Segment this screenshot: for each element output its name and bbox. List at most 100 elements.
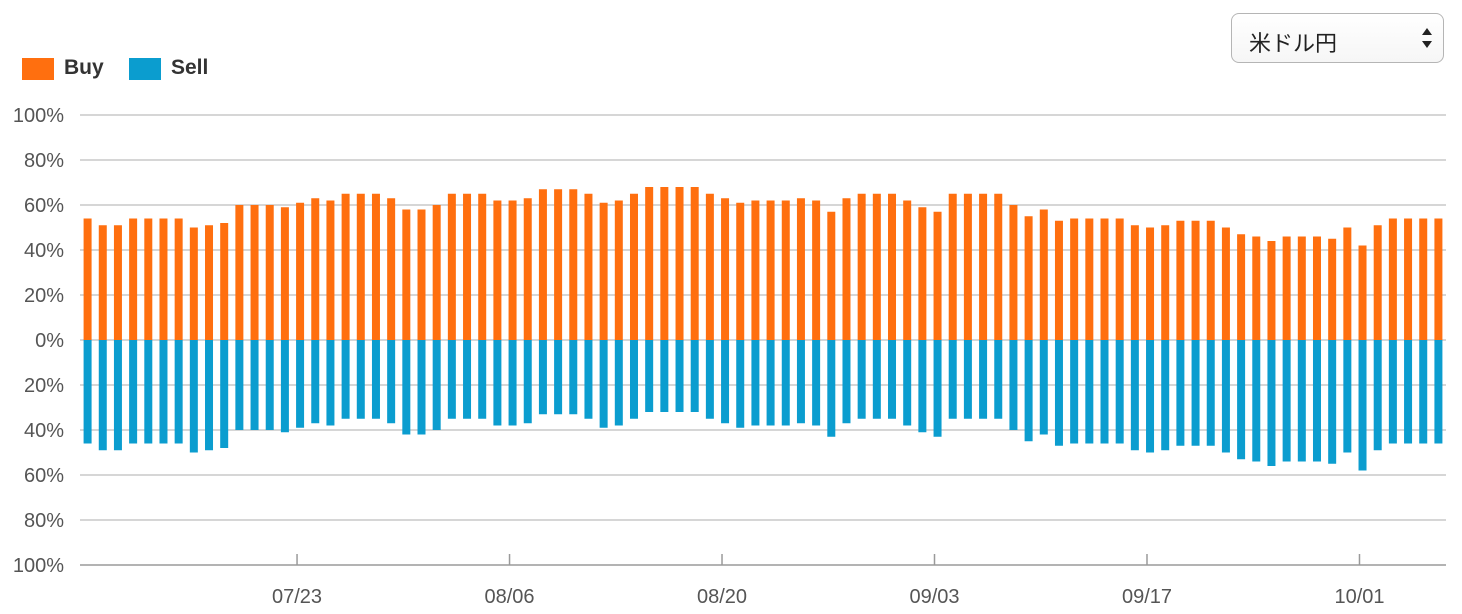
buy-bar[interactable] [1328,238,1337,340]
buy-bar[interactable] [554,189,563,340]
sell-bar[interactable] [812,340,821,426]
buy-bar[interactable] [660,187,669,340]
sell-bar[interactable] [83,340,92,444]
buy-bar[interactable] [265,205,274,340]
buy-bar[interactable] [189,227,198,341]
sell-bar[interactable] [159,340,168,444]
buy-bar[interactable] [796,198,805,340]
buy-bar[interactable] [1267,241,1276,340]
sell-bar[interactable] [918,340,927,433]
buy-bar[interactable] [705,193,714,340]
buy-bar[interactable] [1024,216,1033,340]
buy-bar[interactable] [569,189,578,340]
sell-bar[interactable] [948,340,957,419]
sell-bar[interactable] [250,340,259,430]
sell-bar[interactable] [1358,340,1367,471]
buy-bar[interactable] [645,187,654,340]
buy-bar[interactable] [235,205,244,340]
buy-bar[interactable] [447,193,456,340]
sell-bar[interactable] [1312,340,1321,462]
buy-bar[interactable] [599,202,608,340]
sell-bar[interactable] [1009,340,1018,430]
sell-bar[interactable] [402,340,411,435]
sell-bar[interactable] [447,340,456,419]
sell-bar[interactable] [660,340,669,412]
sell-bar[interactable] [463,340,472,419]
buy-bar[interactable] [1373,225,1382,340]
buy-bar[interactable] [250,205,259,340]
sell-bar[interactable] [1373,340,1382,451]
sell-bar[interactable] [1388,340,1397,444]
sell-bar[interactable] [1130,340,1139,451]
sell-bar[interactable] [614,340,623,426]
sell-bar[interactable] [417,340,426,435]
buy-bar[interactable] [736,202,745,340]
buy-bar[interactable] [933,211,942,340]
sell-bar[interactable] [1297,340,1306,462]
buy-bar[interactable] [948,193,957,340]
sell-bar[interactable] [1419,340,1428,444]
buy-bar[interactable] [1312,236,1321,341]
buy-bar[interactable] [174,218,183,341]
sell-bar[interactable] [963,340,972,419]
buy-bar[interactable] [508,200,517,341]
sell-bar[interactable] [827,340,836,437]
sell-bar[interactable] [645,340,654,412]
buy-bar[interactable] [205,225,214,340]
buy-bar[interactable] [1419,218,1428,341]
buy-bar[interactable] [159,218,168,341]
sell-bar[interactable] [1176,340,1185,446]
buy-bar[interactable] [781,200,790,341]
buy-bar[interactable] [371,193,380,340]
sell-bar[interactable] [220,340,229,448]
sell-bar[interactable] [1100,340,1109,444]
buy-bar[interactable] [463,193,472,340]
sell-bar[interactable] [265,340,274,430]
sell-bar[interactable] [979,340,988,419]
sell-bar[interactable] [371,340,380,419]
buy-bar[interactable] [721,198,730,340]
buy-bar[interactable] [963,193,972,340]
sell-bar[interactable] [387,340,396,424]
sell-bar[interactable] [493,340,502,426]
buy-bar[interactable] [1009,205,1018,340]
buy-bar[interactable] [1282,236,1291,341]
buy-bar[interactable] [113,225,122,340]
buy-bar[interactable] [675,187,684,340]
buy-bar[interactable] [1100,218,1109,341]
sell-bar[interactable] [98,340,107,451]
buy-bar[interactable] [1146,227,1155,341]
sell-bar[interactable] [1191,340,1200,446]
sell-bar[interactable] [569,340,578,415]
sell-bar[interactable] [523,340,532,424]
currency-pair-select[interactable]: 米ドル円 [1231,13,1444,63]
buy-bar[interactable] [690,187,699,340]
sell-bar[interactable] [1237,340,1246,460]
sell-bar[interactable] [129,340,138,444]
sell-bar[interactable] [1267,340,1276,466]
buy-bar[interactable] [614,200,623,341]
buy-bar[interactable] [478,193,487,340]
buy-bar[interactable] [1115,218,1124,341]
sell-bar[interactable] [189,340,198,453]
buy-bar[interactable] [584,193,593,340]
sell-bar[interactable] [781,340,790,426]
buy-bar[interactable] [402,209,411,341]
sell-bar[interactable] [205,340,214,451]
buy-bar[interactable] [1206,220,1215,340]
sell-bar[interactable] [1054,340,1063,446]
sell-bar[interactable] [478,340,487,419]
sell-bar[interactable] [508,340,517,426]
buy-bar[interactable] [1191,220,1200,340]
sell-bar[interactable] [1115,340,1124,444]
buy-bar[interactable] [751,200,760,341]
buy-bar[interactable] [98,225,107,340]
sell-bar[interactable] [341,340,350,419]
buy-bar[interactable] [812,200,821,341]
buy-bar[interactable] [144,218,153,341]
buy-bar[interactable] [83,218,92,341]
buy-bar[interactable] [629,193,638,340]
sell-bar[interactable] [796,340,805,424]
sell-bar[interactable] [554,340,563,415]
sell-bar[interactable] [584,340,593,419]
